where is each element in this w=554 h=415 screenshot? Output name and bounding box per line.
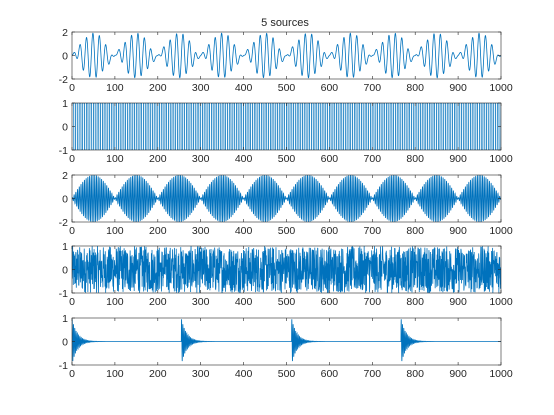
subplot-2: 0 100 200 300 400 500 600 700 800 900 1000-101 [59,98,513,165]
series-line [72,246,501,293]
x-tick-label: 100 [106,153,124,165]
x-tick-label: 600 [321,153,339,165]
x-tick-label: 400 [235,368,253,380]
y-tick-label: -1 [59,288,68,300]
x-tick-label: 100 [106,82,124,94]
x-tick-label: 500 [278,82,296,94]
x-tick-label: 200 [149,153,167,165]
y-tick-label: 1 [62,313,68,325]
x-tick-label: 700 [364,153,382,165]
series-line [72,319,501,362]
x-tick-label: 0 [69,225,75,237]
x-tick-label: 900 [449,225,467,237]
x-tick-label: 200 [149,82,167,94]
x-tick-label: 800 [406,368,424,380]
x-tick-label: 800 [406,153,424,165]
x-tick-label: 600 [321,368,339,380]
y-tick-label: -2 [59,217,68,229]
subplot-5: 0 100 200 300 400 500 600 700 800 900 1000-101 [59,313,513,380]
x-tick-label: 1000 [489,82,513,94]
x-tick-label: 900 [449,82,467,94]
x-tick-label: 200 [149,368,167,380]
y-tick-label: 2 [62,170,68,182]
x-tick-label: 800 [406,225,424,237]
x-tick-label: 700 [364,296,382,308]
x-tick-label: 400 [235,82,253,94]
y-tick-label: 2 [62,27,68,39]
y-tick-label: 1 [62,98,68,110]
x-tick-label: 0 [69,296,75,308]
x-tick-label: 300 [192,296,210,308]
y-tick-label: 0 [62,194,68,206]
y-tick-label: 0 [62,265,68,277]
x-tick-label: 400 [235,225,253,237]
series-line [72,32,501,79]
x-tick-label: 500 [278,296,296,308]
x-tick-label: 300 [192,368,210,380]
x-tick-label: 300 [192,225,210,237]
x-tick-label: 700 [364,82,382,94]
subplot-1: 0 100 200 300 400 500 600 700 800 900 1000-202 [59,27,513,94]
x-tick-label: 0 [69,153,75,165]
x-tick-label: 400 [235,296,253,308]
x-tick-label: 200 [149,296,167,308]
x-tick-label: 1000 [489,153,513,165]
x-tick-label: 1000 [489,225,513,237]
x-tick-label: 800 [406,296,424,308]
x-tick-label: 900 [449,368,467,380]
x-tick-label: 300 [192,82,210,94]
x-tick-label: 700 [364,368,382,380]
y-tick-label: 0 [62,51,68,63]
x-tick-label: 0 [69,368,75,380]
x-tick-label: 800 [406,82,424,94]
x-tick-label: 100 [106,368,124,380]
x-tick-label: 1000 [489,296,513,308]
y-tick-label: -1 [59,145,68,157]
x-tick-label: 100 [106,225,124,237]
x-tick-label: 200 [149,225,167,237]
x-tick-label: 700 [364,225,382,237]
x-tick-label: 100 [106,296,124,308]
x-tick-label: 600 [321,82,339,94]
x-tick-label: 500 [278,153,296,165]
x-tick-label: 0 [69,82,75,94]
y-tick-label: -2 [59,74,68,86]
x-tick-label: 900 [449,296,467,308]
series-line [72,175,501,222]
subplot-4: 0 100 200 300 400 500 600 700 800 900 1000-101 [59,241,513,308]
x-tick-label: 400 [235,153,253,165]
x-tick-label: 900 [449,153,467,165]
chart-title: 5 sources [261,17,309,29]
y-tick-label: 0 [62,122,68,134]
y-tick-label: 1 [62,241,68,253]
series-line [72,103,501,150]
subplot-3: 0 100 200 300 400 500 600 700 800 900 1000-202 [59,170,513,237]
x-tick-label: 600 [321,225,339,237]
x-tick-label: 500 [278,225,296,237]
y-tick-label: -1 [59,360,68,372]
y-tick-label: 0 [62,337,68,349]
x-tick-label: 500 [278,368,296,380]
x-tick-label: 1000 [489,368,513,380]
x-tick-label: 600 [321,296,339,308]
x-tick-label: 300 [192,153,210,165]
